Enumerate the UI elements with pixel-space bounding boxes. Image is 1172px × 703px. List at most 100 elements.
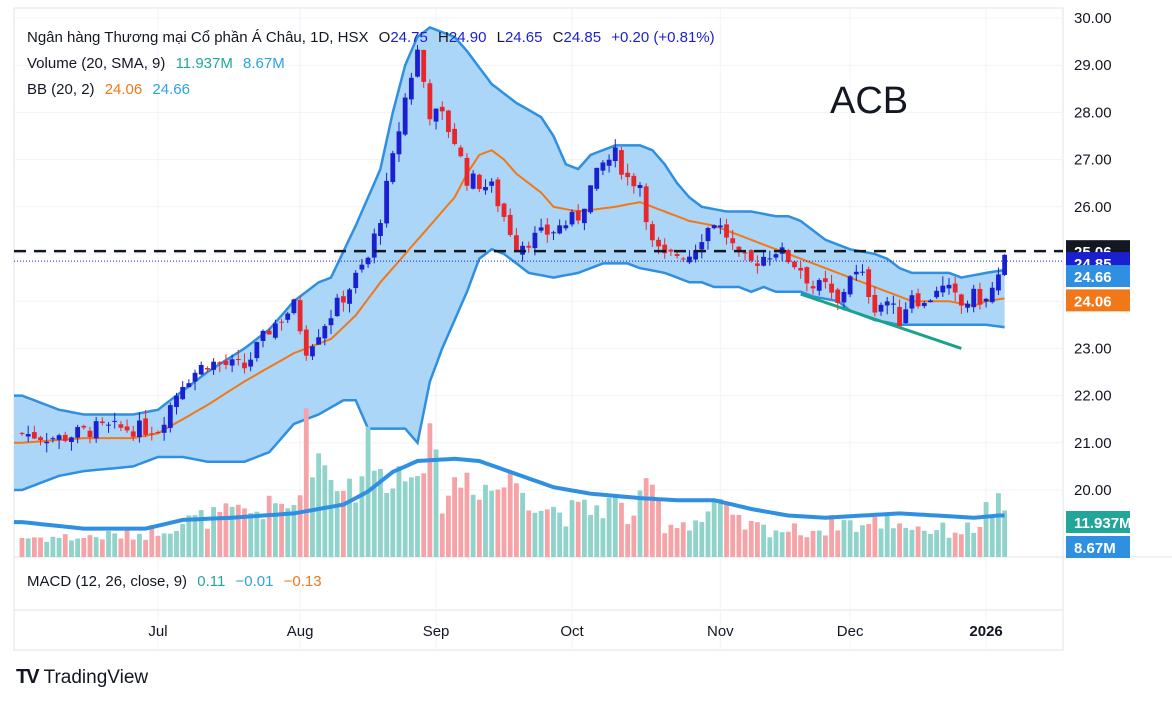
volume-bar [866,524,872,557]
volume-bar [711,500,717,557]
volume-bar [946,537,952,557]
volume-label: 11.937M [1074,515,1132,532]
candle-body [612,147,618,162]
candle-body [421,49,427,82]
volume-bar [291,505,297,557]
volume-bar [229,506,235,557]
volume-bar [785,531,791,557]
bb-basis-line [14,149,1005,444]
candle-body [427,83,433,120]
volume-bar [872,516,878,557]
candle-body [25,434,31,437]
volume-bar [680,522,686,557]
volume-bar [390,488,396,557]
volume-bar [415,476,420,557]
candle-body [687,256,692,263]
candle-body [44,441,50,444]
volume-bar [538,510,544,557]
volume-bar [656,498,661,557]
tradingview-logo-icon: TV [16,666,40,688]
time-tick-label: 2026 [969,623,1002,640]
candle-body [816,280,822,291]
candle-body [180,386,186,400]
volume-bar [50,536,56,557]
candle-body [563,225,569,229]
volume-bar [260,519,266,557]
volume-bar [779,532,785,557]
candle-body [229,359,235,366]
candle-body [174,395,179,408]
volume-bar [649,484,655,557]
price-tick-label: 23.00 [1074,340,1112,357]
candle-body [773,254,779,258]
volume-bar [19,538,25,557]
candle-body [798,267,804,271]
candle-body [266,330,272,335]
volume-bar [155,535,161,557]
candle-body [996,274,1001,291]
volume-bar [174,530,179,557]
candle-body [804,267,810,284]
volume-bar [118,538,124,557]
volume-bar [279,503,284,557]
support-trendline [800,292,962,350]
candlestick-series [19,44,1008,453]
tradingview-logo[interactable]: TV TradingView [16,666,148,689]
candle-body [495,179,501,207]
candle-body [792,261,797,268]
volume-bar [359,476,365,557]
legend-main: Ngân hàng Thương mại Cổ phần Á Châu, 1D,… [27,29,721,46]
time-tick-label: Aug [287,623,314,640]
candle-body [489,181,495,186]
candle-body [31,432,37,439]
candle-body [921,303,927,307]
volume-bar [810,530,816,557]
volume-bar [310,477,315,557]
candle-body [736,246,742,251]
candle-body [161,424,167,433]
candle-body [965,303,970,308]
volume-bar [958,534,964,557]
candle-body [884,301,890,306]
candle-body [989,287,995,303]
volume-bar [347,478,352,557]
volume-bar [514,483,519,557]
candle-body [476,174,482,190]
volume-bar [316,453,322,557]
volume-bar [724,504,729,557]
legend-macd-value: 0.11 [197,573,226,590]
volume-bar [748,520,754,557]
legend-volume-value: 11.937M [175,55,233,72]
volume-bar [464,472,470,557]
candle-body [353,272,359,289]
volume-bar [62,534,68,557]
candle-body [452,128,457,145]
candle-body [934,290,940,298]
candle-body [878,304,884,312]
candle-body [767,258,773,260]
volume-bar [93,537,99,557]
volume-bar [940,522,946,557]
candle-body [390,153,396,183]
volume-bar [75,538,81,557]
volume-bar [971,532,977,557]
time-tick-label: Oct [560,623,584,640]
candle-body [705,228,711,242]
candle-body [446,110,451,133]
volume-bar [965,522,970,557]
legend-symbol-name: Ngân hàng Thương mại Cổ phần Á Châu, 1D,… [27,29,369,46]
volume-bar [773,530,779,557]
volume-bar [303,408,309,557]
candle-body [952,283,958,293]
volume-bar [384,493,390,557]
volume-bar [371,470,377,557]
volume-bar [563,526,569,557]
volume-bar [87,535,93,557]
legend-change: +0.20 (+0.81%) [611,29,715,46]
candle-body [439,106,445,112]
candle-body [303,329,309,356]
volume-bar [581,499,587,557]
candle-body [1002,254,1008,275]
volume-bar [847,520,853,557]
